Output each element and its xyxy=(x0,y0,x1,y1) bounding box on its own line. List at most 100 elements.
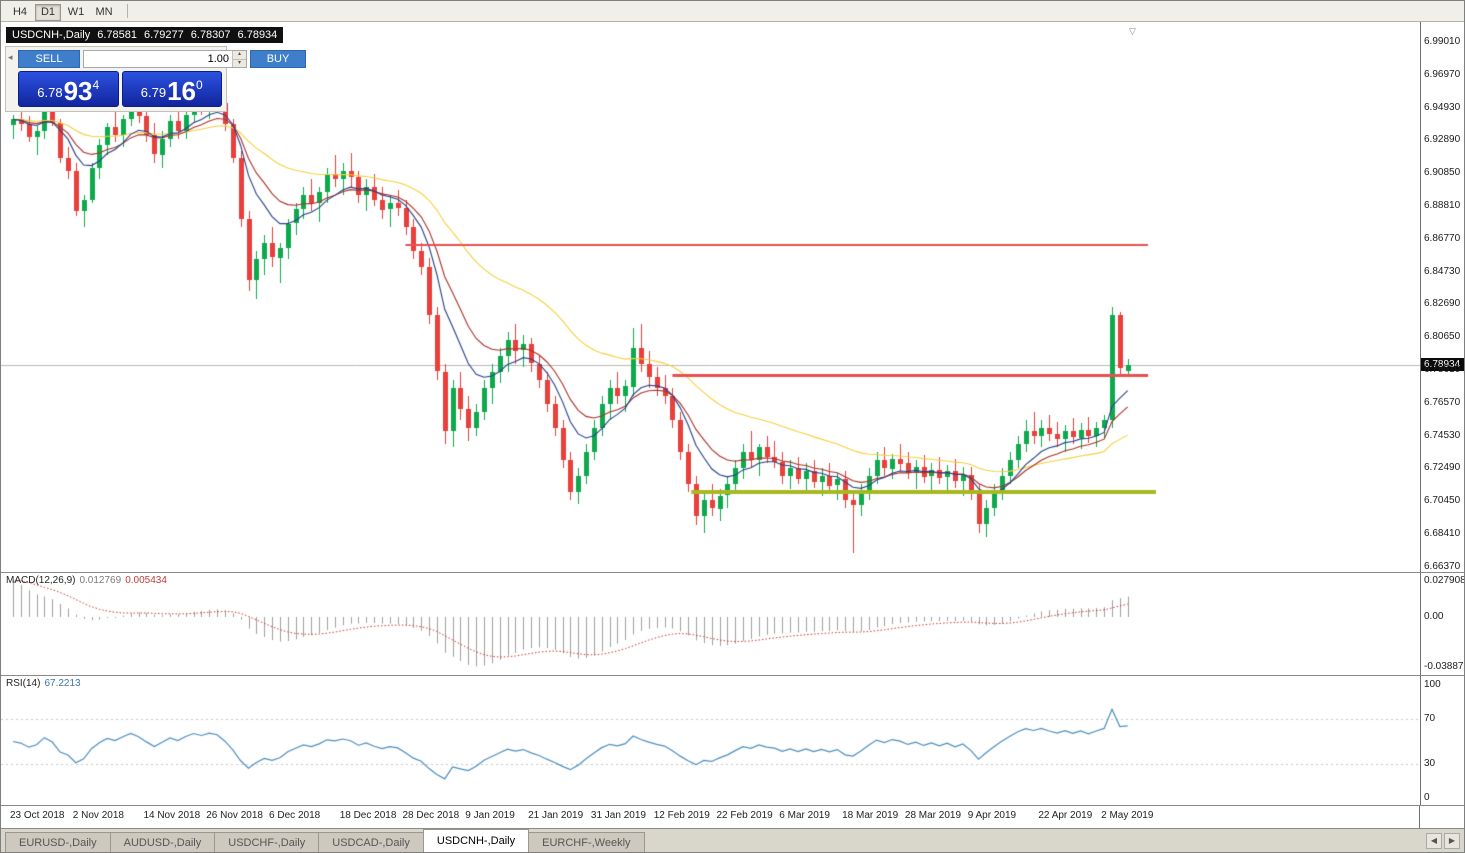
macd-canvas[interactable] xyxy=(1,573,1420,675)
macd-scale-zero: 0.00 xyxy=(1424,611,1444,622)
price-axis-label: 6.86770 xyxy=(1424,232,1461,244)
price-axis-label: 6.70450 xyxy=(1424,495,1461,507)
main-chart-canvas[interactable] xyxy=(1,22,1420,572)
price-axis-label: 6.76570 xyxy=(1424,396,1461,408)
date-label: 22 Apr 2019 xyxy=(1038,810,1093,821)
date-label: 23 Oct 2018 xyxy=(10,810,65,821)
macd-scale-min: -0.038871 xyxy=(1424,661,1465,672)
date-label: 28 Dec 2018 xyxy=(402,810,460,821)
macd-pane: 0.027908 0.00 -0.038871 MACD(12,26,9) 0.0… xyxy=(1,572,1464,675)
tabs-scroll-right-icon[interactable]: ▶ xyxy=(1444,833,1460,849)
date-label: 2 May 2019 xyxy=(1101,810,1154,821)
toolbar-separator xyxy=(127,4,128,18)
buy-price-pip: 0 xyxy=(196,78,203,92)
current-price-box: 6.78934 xyxy=(1421,358,1464,371)
price-axis-label: 6.96970 xyxy=(1424,68,1461,80)
price-axis-label: 6.74530 xyxy=(1424,429,1461,441)
timeframe-button-mn[interactable]: MN xyxy=(91,4,117,21)
price-axis-label: 6.88810 xyxy=(1424,200,1461,211)
date-label: 6 Mar 2019 xyxy=(779,810,830,821)
macd-axis[interactable]: 0.027908 0.00 -0.038871 xyxy=(1420,573,1465,675)
price-axis-label: 6.66370 xyxy=(1424,560,1461,572)
axis-corner xyxy=(1419,806,1464,828)
price-axis-label: 6.84730 xyxy=(1424,265,1461,277)
rsi-scale-30: 30 xyxy=(1424,758,1436,769)
date-label: 12 Feb 2019 xyxy=(653,810,710,821)
macd-scale-max: 0.027908 xyxy=(1424,575,1465,586)
buy-button[interactable]: BUY xyxy=(250,50,306,68)
chart-tab-eurchf[interactable]: EURCHF-,Weekly xyxy=(528,832,645,852)
date-label: 31 Jan 2019 xyxy=(590,810,646,821)
chart-tab-eurusd[interactable]: EURUSD-,Daily xyxy=(5,832,111,852)
buy-price-button[interactable]: 6.79 16 0 xyxy=(121,71,222,107)
price-axis-label: 6.68410 xyxy=(1424,528,1461,539)
symbol-label: USDCNH-,Daily xyxy=(12,29,91,41)
tab-scroll-arrows: ◀ ▶ xyxy=(1426,833,1464,852)
rsi-pane: 100 70 30 0 RSI(14) 67.2213 xyxy=(1,675,1464,805)
price-axis-label: 6.80650 xyxy=(1424,331,1461,343)
one-click-trading-panel: ◂ SELL ▴ ▾ BUY 6.78 93 xyxy=(5,46,306,112)
date-label: 2 Nov 2018 xyxy=(72,810,124,821)
macd-main-value: 0.012769 xyxy=(79,575,122,586)
time-axis-labels: 23 Oct 2018 2 Nov 2018 14 Nov 2018 26 Nov 2… xyxy=(1,806,1419,828)
chart-tab-usdchf[interactable]: USDCHF-,Daily xyxy=(214,832,320,852)
chart-tab-audusd[interactable]: AUDUSD-,Daily xyxy=(109,832,216,852)
date-label: 18 Mar 2019 xyxy=(842,810,899,821)
macd-signal-value: 0.005434 xyxy=(125,575,167,586)
price-axis-label: 6.90850 xyxy=(1424,167,1461,179)
date-label: 14 Nov 2018 xyxy=(143,810,201,821)
chart-tab-bar: EURUSD-,Daily AUDUSD-,Daily USDCHF-,Daily U… xyxy=(1,828,1464,852)
price-axis-label: 6.72490 xyxy=(1424,462,1461,474)
rsi-canvas[interactable] xyxy=(1,676,1420,805)
sell-price-pip: 4 xyxy=(92,78,100,92)
price-pane: 6.78934 6.99010 6.96970 6.94930 6.92890 6.90… xyxy=(1,22,1464,572)
chart-shift-marker[interactable]: ▽ xyxy=(1129,26,1136,36)
rsi-scale-70: 70 xyxy=(1424,713,1436,724)
date-label: 9 Apr 2019 xyxy=(967,810,1017,821)
date-label: 21 Jan 2019 xyxy=(528,810,584,821)
timeframe-button-w1[interactable]: W1 xyxy=(63,4,89,21)
rsi-name: RSI(14) xyxy=(6,678,41,689)
collapse-panel-icon[interactable]: ◂ xyxy=(8,52,13,62)
timeframe-button-d1[interactable]: D1 xyxy=(35,3,61,21)
date-label: 6 Dec 2018 xyxy=(269,810,321,821)
close-value: 6.78934 xyxy=(237,29,278,41)
volume-spinner: ▴ ▾ xyxy=(232,51,246,67)
rsi-label: RSI(14) 67.2213 xyxy=(6,678,81,689)
price-axis-label: 6.78610 xyxy=(1424,364,1461,375)
timeframe-toolbar: H4 D1 W1 MN xyxy=(1,1,1464,22)
buy-price-big: 16 xyxy=(167,76,197,106)
low-value: 6.78307 xyxy=(190,29,231,41)
macd-label: MACD(12,26,9) 0.012769 0.005434 xyxy=(6,575,167,586)
macd-name: MACD(12,26,9) xyxy=(6,575,76,586)
volume-input[interactable] xyxy=(84,51,232,67)
chart-tab-usdcad[interactable]: USDCAD-,Daily xyxy=(318,832,424,852)
date-label: 26 Nov 2018 xyxy=(206,810,263,821)
rsi-scale-100: 100 xyxy=(1424,679,1441,690)
rsi-value: 67.2213 xyxy=(44,678,81,689)
tabs-scroll-left-icon[interactable]: ◀ xyxy=(1426,833,1442,849)
open-value: 6.78581 xyxy=(97,29,137,41)
date-label: 22 Feb 2019 xyxy=(716,810,773,821)
buy-price-head: 6.79 xyxy=(140,85,167,100)
high-value: 6.79277 xyxy=(144,29,184,41)
sell-price-big: 93 xyxy=(63,76,93,106)
sell-price-button[interactable]: 6.78 93 4 xyxy=(18,71,119,107)
date-label: 28 Mar 2019 xyxy=(904,810,962,821)
price-axis[interactable]: 6.78934 6.99010 6.96970 6.94930 6.92890 6.90… xyxy=(1420,22,1464,572)
volume-control: ▴ ▾ xyxy=(83,50,247,68)
date-label: 9 Jan 2019 xyxy=(465,810,515,821)
rsi-scale-0: 0 xyxy=(1424,792,1430,803)
price-axis-label: 6.99010 xyxy=(1424,36,1461,47)
timeframe-button-h4[interactable]: H4 xyxy=(7,4,33,21)
sell-price-head: 6.78 xyxy=(37,85,63,100)
chart-tabs: EURUSD-,Daily AUDUSD-,Daily USDCHF-,Daily U… xyxy=(1,829,1426,852)
sell-button[interactable]: SELL xyxy=(18,50,80,68)
volume-down-icon[interactable]: ▾ xyxy=(233,59,246,67)
volume-up-icon[interactable]: ▴ xyxy=(233,51,246,60)
rsi-axis[interactable]: 100 70 30 0 xyxy=(1420,676,1464,805)
price-axis-label: 6.94930 xyxy=(1424,101,1461,113)
chart-tab-usdcnh[interactable]: USDCNH-,Daily xyxy=(422,829,530,852)
time-axis[interactable]: 23 Oct 2018 2 Nov 2018 14 Nov 2018 26 Nov 2… xyxy=(1,805,1464,828)
